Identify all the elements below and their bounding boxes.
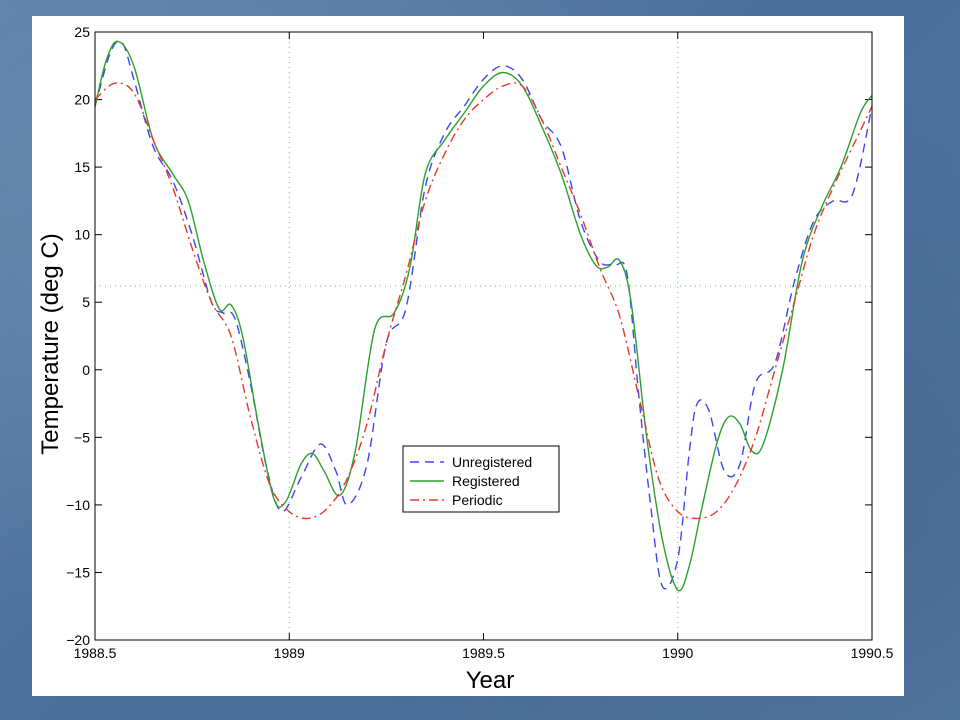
legend: Unregistered Registered Periodic bbox=[402, 445, 560, 513]
figure-panel: 1988.5 1989 1989.5 1990 1990.5 −20 −15 −10 −5 0 5… bbox=[32, 16, 904, 696]
y-axis-title: Temperature (deg C) bbox=[37, 233, 64, 454]
series-line-unregistered bbox=[94, 40, 873, 590]
y-tick-label: 15 bbox=[74, 159, 90, 175]
x-tick-label: 1990.5 bbox=[851, 645, 894, 661]
legend-label-registered: Registered bbox=[452, 473, 520, 489]
x-tick-labels: 1988.5 1989 1989.5 1990 1990.5 bbox=[74, 645, 894, 661]
line-chart: 1988.5 1989 1989.5 1990 1990.5 −20 −15 −10 −5 0 5… bbox=[37, 24, 894, 694]
x-tick-label: 1989.5 bbox=[462, 645, 505, 661]
y-tick-label: 20 bbox=[74, 92, 90, 108]
y-tick-label: 0 bbox=[82, 362, 90, 378]
y-tick-label: 5 bbox=[82, 294, 90, 310]
axis-ticks bbox=[94, 31, 873, 641]
x-tick-label: 1988.5 bbox=[74, 645, 117, 661]
y-tick-label: −5 bbox=[74, 429, 90, 445]
x-tick-label: 1990 bbox=[662, 645, 693, 661]
reference-lines bbox=[95, 32, 872, 640]
y-tick-label: −15 bbox=[66, 564, 90, 580]
y-tick-labels: −20 −15 −10 −5 0 5 10 15 20 25 bbox=[66, 24, 90, 648]
series-lines bbox=[94, 40, 873, 592]
y-tick-label: −20 bbox=[66, 632, 90, 648]
series-line-periodic bbox=[94, 82, 873, 520]
x-tick-label: 1989 bbox=[274, 645, 305, 661]
plot-frame bbox=[94, 31, 873, 641]
series-line-registered bbox=[94, 40, 873, 592]
y-tick-label: 10 bbox=[74, 227, 90, 243]
y-tick-label: −10 bbox=[66, 497, 90, 513]
legend-label-unregistered: Unregistered bbox=[452, 454, 532, 470]
y-tick-label: 25 bbox=[74, 24, 90, 40]
legend-box bbox=[402, 445, 560, 513]
x-axis-title: Year bbox=[466, 667, 515, 694]
legend-label-periodic: Periodic bbox=[452, 492, 503, 508]
